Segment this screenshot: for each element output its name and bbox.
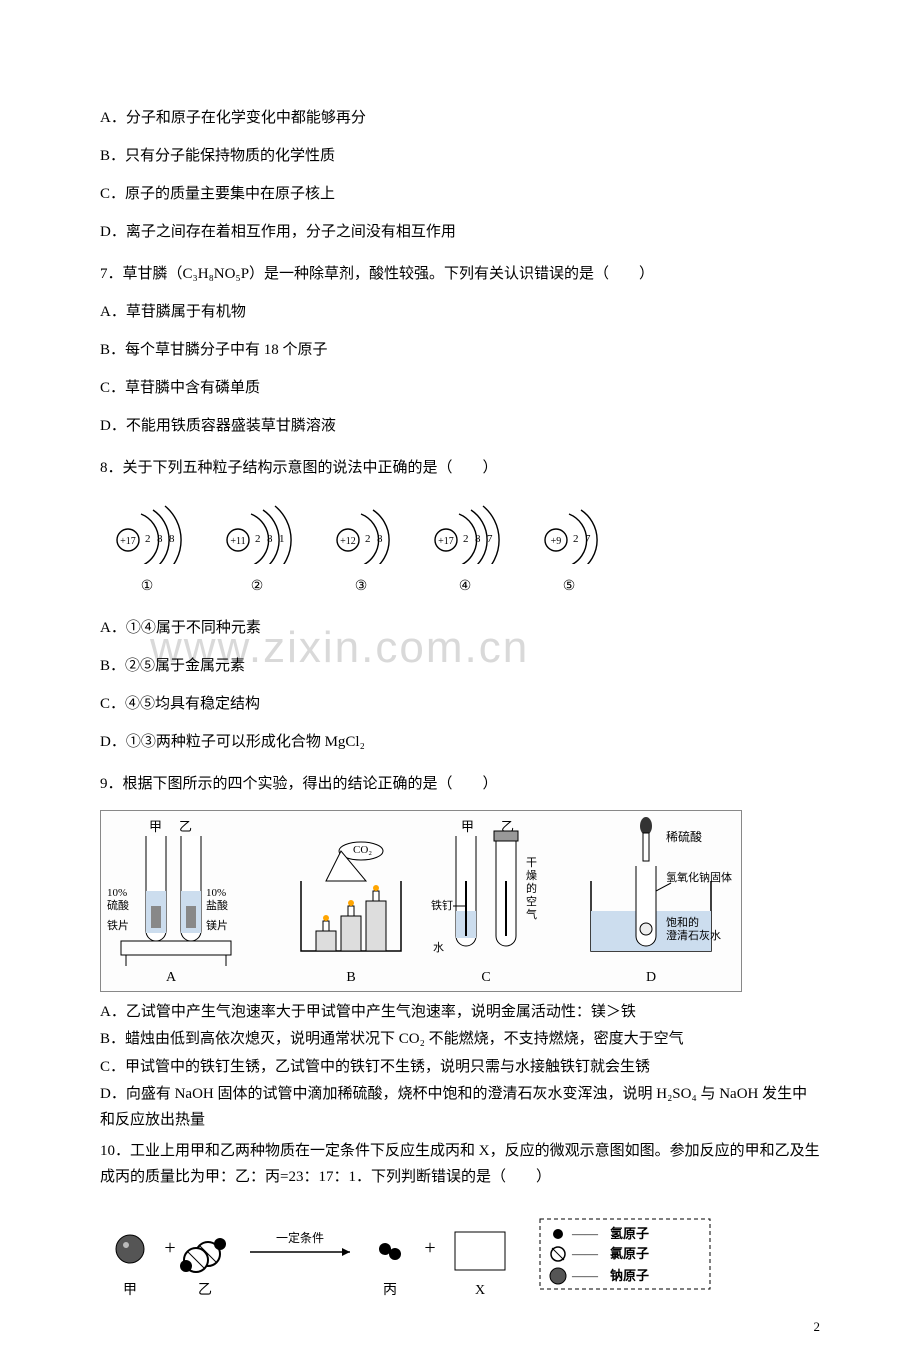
q6-option-d: D．离子之间存在着相互作用，分子之间没有相互作用	[100, 214, 820, 250]
atom-2-label: ②	[218, 570, 296, 604]
exp-c-cap: C	[481, 970, 490, 985]
q9-option-d: D．向盛有 NaOH 固体的试管中滴加稀硫酸，烧杯中饱和的澄清石灰水变浑浊，说明…	[100, 1082, 820, 1133]
species-jia: 甲	[123, 1283, 137, 1298]
q8-stem: 8．关于下列五种粒子结构示意图的说法中正确的是（ ）	[100, 450, 820, 486]
exp-a-cap: A	[166, 970, 177, 985]
q9-stem: 9．根据下图所示的四个实验，得出的结论正确的是（ ）	[100, 766, 820, 802]
exp-d-solid: 氢氧化钠固体	[666, 870, 732, 884]
atom-5-label: ⑤	[536, 570, 602, 604]
q7-option-c: C．草苷膦中含有磷单质	[100, 370, 820, 406]
atom-3-nucleus: +12	[340, 536, 356, 547]
atom-2-s1: 2	[255, 533, 261, 545]
atom-2-s3: 1	[279, 533, 285, 545]
exp-b-gas: CO₂	[353, 844, 372, 856]
atom-2: +11 2 8 1 ②	[218, 500, 296, 604]
atom-2-nucleus: +11	[230, 536, 245, 547]
atom-5-s1: 2	[573, 533, 579, 545]
q7-option-a: A．草苷膦属于有机物	[100, 294, 820, 330]
species-x: X	[475, 1283, 485, 1298]
q8-option-d: D．①③两种粒子可以形成化合物 MgCl₂	[100, 724, 820, 760]
atom-4: +17 2 8 7 ④	[426, 500, 504, 604]
q7-option-b: B．每个草甘膦分子中有 18 个原子	[100, 332, 820, 368]
q7-option-d: D．不能用铁质容器盛装草甘膦溶液	[100, 408, 820, 444]
page-content: A．分子和原子在化学变化中都能够再分 B．只有分子能保持物质的化学性质 C．原子…	[100, 100, 820, 1318]
q7-stem: 7．草甘膦（C₃H₈NO₅P）是一种除草剂，酸性较强。下列有关认识错误的是（ ）	[100, 256, 820, 292]
species-bing: 丙	[383, 1283, 397, 1298]
atom-4-nucleus: +17	[438, 536, 454, 547]
q9-option-b: B．蜡烛由低到高依次熄灭，说明通常状况下 CO₂ 不能燃烧，不支持燃烧，密度大于…	[100, 1027, 820, 1053]
exp-d-cap: D	[646, 970, 656, 985]
atom-1-s3: 8	[169, 533, 175, 545]
atom-4-s2: 8	[475, 533, 481, 545]
exp-d-acid: 稀硫酸	[666, 829, 702, 844]
legend-h: 氢原子	[610, 1226, 649, 1241]
legend-dash-2: ——	[571, 1246, 599, 1261]
atom-3: +12 2 8 ③	[328, 500, 394, 604]
atom-1: +17 2 8 8 ①	[108, 500, 186, 604]
reaction-diagram: 甲 + 乙 一定条件	[100, 1204, 820, 1318]
atom-2-s2: 8	[267, 533, 273, 545]
arrow-label: 一定条件	[276, 1230, 324, 1245]
atom-4-s1: 2	[463, 533, 469, 545]
exp-c-dryair: 干燥的空气	[526, 857, 537, 921]
exp-a-right-pct: 10%	[206, 887, 226, 899]
q10-stem: 10．工业上用甲和乙两种物质在一定条件下反应生成丙和 X，反应的微观示意图如图。…	[100, 1139, 820, 1190]
atom-diagrams: +17 2 8 8 ① +11 2 8	[108, 500, 820, 604]
exp-d-lime-2: 澄清石灰水	[666, 928, 721, 942]
q6-option-a: A．分子和原子在化学变化中都能够再分	[100, 100, 820, 136]
q6-option-b: B．只有分子能保持物质的化学性质	[100, 138, 820, 174]
atom-4-label: ④	[426, 570, 504, 604]
legend-dash-3: ——	[571, 1268, 599, 1283]
exp-a-left-metal: 铁片	[107, 919, 129, 932]
atom-4-s3: 7	[487, 533, 493, 545]
atom-3-label: ③	[328, 570, 394, 604]
atom-5: +9 2 7 ⑤	[536, 500, 602, 604]
atom-1-s2: 8	[157, 533, 163, 545]
atom-1-label: ①	[108, 570, 186, 604]
plus-1: +	[164, 1237, 175, 1259]
exp-a-right-metal: 镁片	[206, 918, 228, 932]
exp-b-cap: B	[346, 970, 355, 985]
legend-na: 钠原子	[610, 1268, 649, 1283]
q8-option-a: A．①④属于不同种元素	[100, 610, 820, 646]
plus-2: +	[424, 1237, 435, 1259]
q9-option-c: C．甲试管中的铁钉生锈，乙试管中的铁钉不生锈，说明只需与水接触铁钉就会生锈	[100, 1055, 820, 1081]
atom-3-s2: 8	[377, 533, 383, 545]
atom-1-nucleus: +17	[120, 536, 136, 547]
legend-dash-1: ——	[571, 1226, 599, 1241]
atom-3-s1: 2	[365, 533, 371, 545]
exp-a-left-pct: 10%	[107, 887, 127, 899]
species-yi: 乙	[198, 1282, 212, 1298]
atom-1-s1: 2	[145, 533, 151, 545]
atom-5-s2: 7	[585, 533, 591, 545]
exp-a-left-acid: 硫酸	[107, 898, 129, 912]
legend-cl: 氯原子	[610, 1246, 649, 1261]
q8-option-b: B．②⑤属于金属元素	[100, 648, 820, 684]
exp-a-right-acid: 盐酸	[206, 898, 228, 912]
experiment-figure: 甲 乙 10% 硫酸 铁片	[100, 810, 742, 992]
q6-option-c: C．原子的质量主要集中在原子核上	[100, 176, 820, 212]
exp-a-yi: 乙	[179, 819, 192, 834]
exp-c-water: 水	[433, 941, 444, 954]
exp-c-nail: 铁钉	[431, 899, 453, 912]
q8-option-c: C．④⑤均具有稳定结构	[100, 686, 820, 722]
q9-option-a: A．乙试管中产生气泡速率大于甲试管中产生气泡速率，说明金属活动性：镁＞铁	[100, 1000, 820, 1026]
atom-5-nucleus: +9	[551, 536, 562, 547]
exp-d-lime-1: 饱和的	[666, 915, 699, 929]
exp-c-jia: 甲	[461, 819, 474, 834]
exp-a-jia: 甲	[149, 819, 162, 834]
